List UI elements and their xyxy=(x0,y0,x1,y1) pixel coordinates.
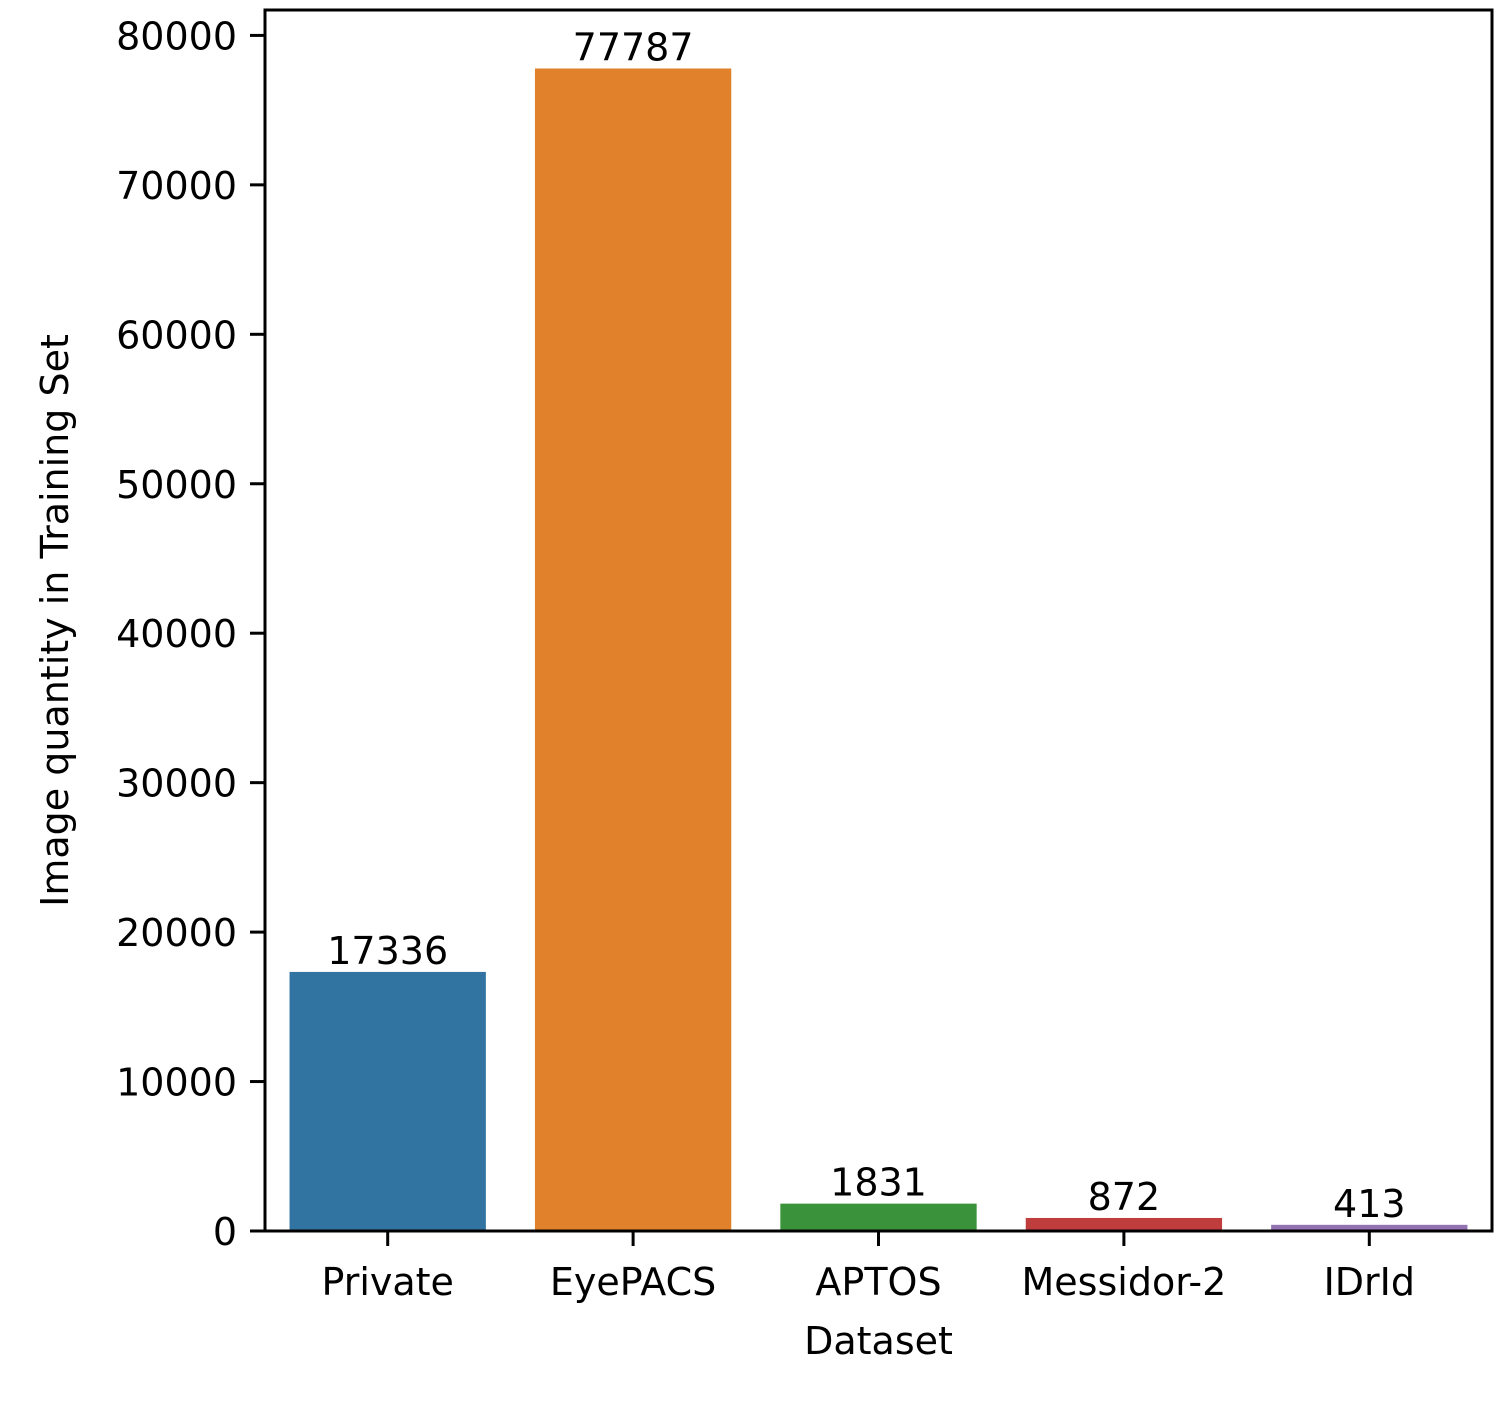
y-tick-label: 30000 xyxy=(116,762,237,806)
y-tick-label: 50000 xyxy=(116,463,237,507)
bar-private xyxy=(289,971,486,1231)
y-axis: 0 10000 20000 30000 40000 50000 60000 70000 8000… xyxy=(116,14,265,1254)
bar-idrid xyxy=(1271,1224,1468,1231)
y-tick-label: 80000 xyxy=(116,14,237,58)
x-tick-label: Messidor-2 xyxy=(1022,1260,1227,1304)
x-tick-label: Private xyxy=(321,1260,453,1304)
data-label: 872 xyxy=(1088,1175,1161,1219)
data-label: 77787 xyxy=(573,25,694,69)
data-label: 17336 xyxy=(327,929,448,973)
data-label: 1831 xyxy=(830,1161,927,1205)
y-tick-label: 0 xyxy=(213,1210,237,1254)
data-label: 413 xyxy=(1333,1182,1406,1226)
y-tick-label: 10000 xyxy=(116,1061,237,1105)
bar-eyepacs xyxy=(534,68,732,1231)
bar-messidor-2 xyxy=(1025,1217,1223,1231)
bars-group xyxy=(289,68,1468,1231)
bar-aptos xyxy=(780,1203,977,1231)
x-axis: Private EyePACS APTOS Messidor-2 IDrId xyxy=(321,1231,1415,1304)
x-tick-label: IDrId xyxy=(1324,1260,1415,1304)
y-tick-label: 60000 xyxy=(116,313,237,357)
x-tick-label: EyePACS xyxy=(550,1260,716,1304)
y-tick-label: 70000 xyxy=(116,164,237,208)
x-tick-label: APTOS xyxy=(815,1260,941,1304)
data-labels-group: 17336 77787 1831 872 413 xyxy=(327,25,1405,1225)
y-axis-label: Image quantity in Training Set xyxy=(33,334,77,907)
y-tick-label: 40000 xyxy=(116,612,237,656)
x-axis-label: Dataset xyxy=(804,1319,953,1363)
y-tick-label: 20000 xyxy=(116,911,237,955)
